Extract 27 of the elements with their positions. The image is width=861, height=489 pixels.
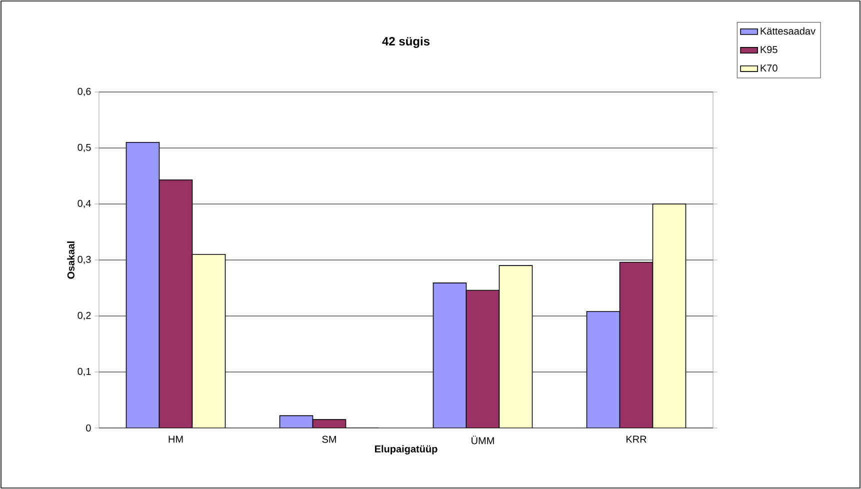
bar: [126, 142, 160, 428]
x-tick-label: KRR: [626, 436, 646, 443]
y-tick-label: 0,6: [78, 88, 91, 96]
bar: [158, 180, 193, 428]
y-tick-label: 0,5: [78, 144, 91, 152]
legend-label: K95: [760, 46, 778, 54]
bar: [652, 204, 686, 428]
x-tick-label: ÜMM: [472, 436, 494, 444]
x-tick-label: HM: [168, 436, 183, 443]
x-axis-title: Elupaigatüüp: [375, 445, 438, 454]
y-tick-label: 0: [86, 424, 91, 432]
y-tick-label: 0,4: [78, 200, 91, 208]
bar: [466, 290, 500, 428]
bar: [586, 311, 620, 428]
y-tick-label: 0,1: [78, 368, 91, 376]
legend-label: Kättesaadav: [760, 27, 816, 35]
legend-label: K70: [760, 64, 778, 72]
y-axis-title: Osakaal: [67, 242, 74, 279]
bar: [498, 265, 533, 428]
bar: [619, 262, 654, 428]
bar: [192, 254, 226, 428]
y-tick-label: 0,3: [78, 256, 91, 264]
y-tick-label: 0,2: [78, 312, 91, 320]
bar: [432, 282, 467, 428]
chart-title: 42 sügis: [382, 36, 430, 48]
x-tick-label: SM: [322, 436, 336, 443]
bar: [280, 416, 313, 428]
